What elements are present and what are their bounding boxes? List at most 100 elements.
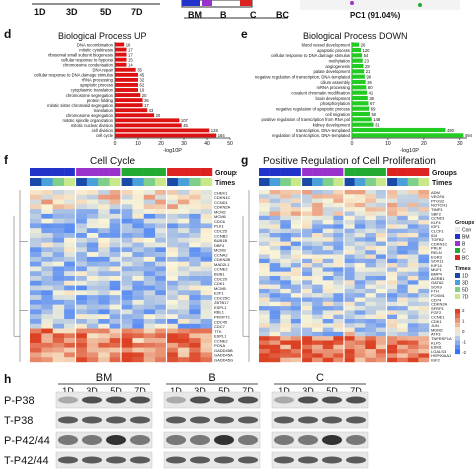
panel-g-cell [375,267,387,272]
panel-f-cell [155,190,167,195]
panel-f-cell [155,285,167,291]
panel-g-groups-label: Groups [432,170,457,177]
panel-g-cell [365,357,377,363]
blot-time-label: 1D [62,386,74,396]
panel-f-cell [109,319,122,324]
panel-f-cell [86,295,99,301]
panel-g-cell [301,250,313,255]
panel-e-term-label: brain development [316,96,351,101]
panel-g-cell [418,344,430,350]
panel-g-legend-group-label: C [462,249,466,255]
panel-g-group-cell [290,168,302,176]
panel-g-cell [312,284,323,290]
panel-g-cell [344,336,355,341]
panel-e-bar [352,122,374,127]
panel-f-cell [98,333,110,339]
panel-g-cell [344,254,355,259]
panel-g-cell [290,207,302,212]
panel-g-cell [418,267,430,272]
panel-g-scale-swatch [455,336,460,341]
panel-f-cell [41,237,53,243]
panel-f-cell [64,342,76,348]
panel-g-cell [322,301,334,307]
panel-g-cell [301,284,313,290]
panel-g-cell [418,233,430,238]
panel-g-cell [375,254,387,259]
panel-f-cell [30,209,42,215]
panel-f-cell [121,213,133,219]
panel-g-cell [397,293,408,298]
panel-g-cell [365,237,377,242]
panel-g-gene-label: IGF2 [431,358,441,363]
panel-f-cell [200,276,213,281]
panel-e-term-label: kidney development [313,123,351,128]
panel-g-cell [301,306,313,311]
panel-g-group-cell [333,168,345,176]
panel-g-cell [386,198,398,204]
panel-f-cell [30,199,42,205]
panel-f-cell [189,266,201,272]
panel-g-cell [344,297,355,302]
panel-g-time-cell [280,178,292,186]
blot-band [322,396,342,404]
panel-f-cell [75,328,88,334]
panel-f-cell [64,290,76,296]
panel-g-cell [375,233,387,238]
panel-f-cell [75,357,88,363]
panel-g-cell [290,323,302,328]
panel-f-cell [166,199,179,205]
panel-g-cell [407,267,419,272]
panel-f-time-cell [64,178,76,186]
panel-g-cell [333,357,345,363]
blot-time-label: 3D [194,386,206,396]
panel-g-time-cell [312,178,323,186]
panel-g-cell [365,276,377,281]
panel-g-cell [375,202,387,208]
panel-g-cell [397,353,408,358]
panel-g-cell [322,211,334,216]
panel-g-cell [375,310,387,315]
panel-g-cell [333,202,345,208]
panel-g-cell [407,349,419,354]
panel-g-cell [333,207,345,212]
panel-f-cell [143,285,156,291]
panel-g-cell [386,331,398,337]
panel-f-cell [109,352,122,358]
panel-g-cell [397,344,408,350]
panel-g-gene-label: VEGFA [431,194,445,199]
panel-g-cell [259,288,270,294]
panel-f-cell [200,295,213,301]
panel-g-cell [386,190,398,195]
panel-g-gene-label: PTGS2 [431,198,445,203]
panel-g-cell [301,194,313,199]
panel-g-gene-label: LGALS3 [431,349,447,354]
panel-f-cell [86,314,99,320]
panel-f-cell [30,218,42,224]
panel-f-cell [155,242,167,248]
panel-f-time-cell [109,178,122,186]
panel-f-cell [75,299,88,305]
panel-f-cell [166,295,179,301]
panel-g-cell [354,314,366,320]
panel-g-cell [259,271,270,277]
panel-g-cell [407,194,419,199]
panel-g-cell [269,288,281,294]
panel-f-cell [121,242,133,248]
top-strip-graphic [32,0,460,19]
panel-f-cell [52,285,65,291]
panel-f-cell [75,190,88,195]
panel-e-bar [352,79,366,85]
panel-f-cell [200,252,213,258]
panel-g-cell [397,228,408,234]
panel-g-cell [259,344,270,350]
panel-f-cell [52,342,65,348]
panel-g-cell [312,194,323,199]
panel-f-cell [52,252,65,258]
panel-f-cell [121,218,133,224]
panel-g-cell [301,310,313,315]
panel-f-cell [30,290,42,296]
panel-g-cell [269,280,281,285]
panel-g-time-cell [301,178,313,186]
blot-band [274,416,294,424]
panel-g-cell [280,327,292,333]
